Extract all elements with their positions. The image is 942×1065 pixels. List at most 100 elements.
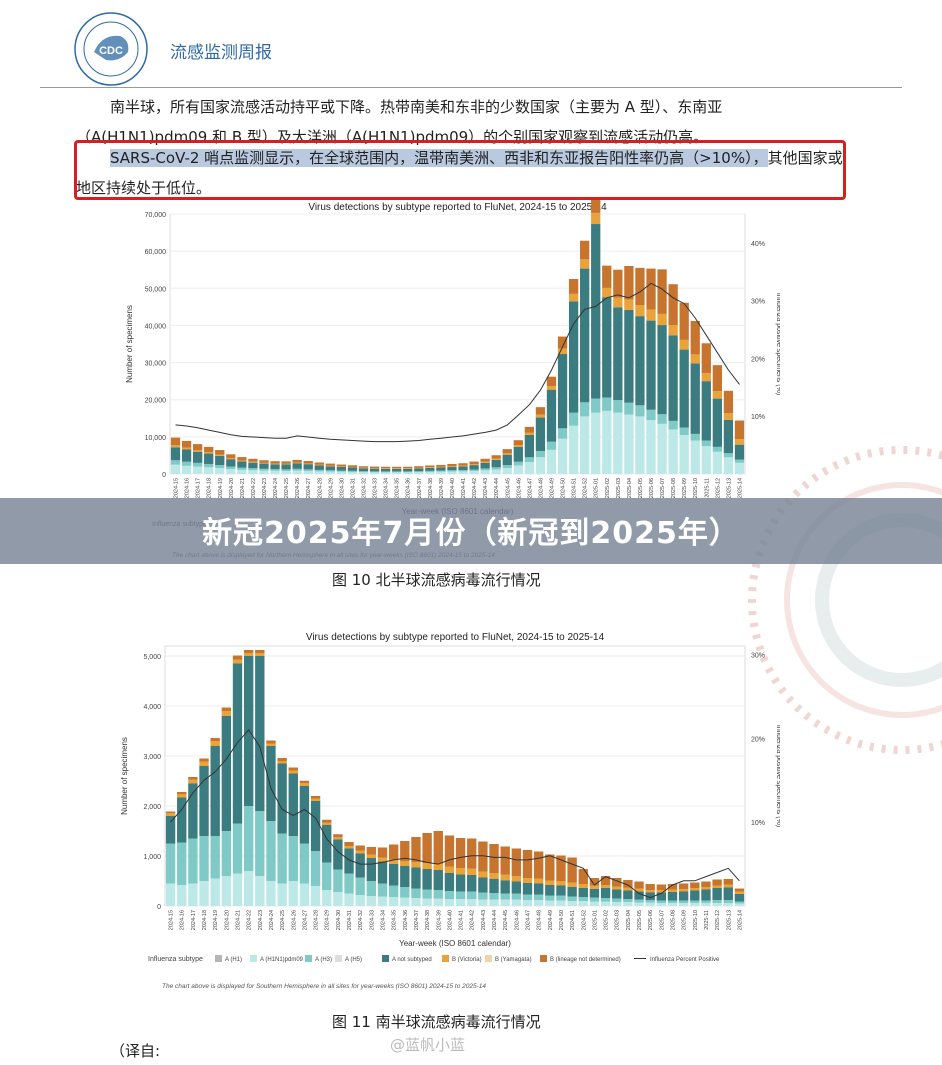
x-tick-label: 2024-52 [583, 478, 589, 498]
bar-segment [369, 468, 380, 472]
x-tick-label: 2024-36 [406, 478, 412, 498]
x-tick-label: 2024-20 [229, 478, 235, 498]
bar-segment [314, 465, 324, 470]
bar-segment [489, 893, 499, 900]
bar-segment [478, 871, 488, 878]
bar-segment [701, 440, 711, 447]
bar-segment [447, 471, 457, 474]
bar-segment [292, 463, 302, 469]
bar-segment [299, 786, 310, 844]
bar-segment [444, 899, 455, 906]
bar-segment [678, 900, 689, 903]
x-tick-label: 2024-31 [347, 910, 353, 930]
bar-segment [425, 470, 435, 472]
y2-tick-label: 20% [751, 356, 765, 363]
bar-segment [255, 650, 265, 653]
y-axis-label: Number of specimens [125, 305, 134, 383]
bar-segment [277, 883, 287, 906]
x-tick-label: 2024-39 [436, 910, 442, 930]
bar-segment [734, 459, 745, 463]
bar-segment [400, 861, 410, 866]
bar-segment [712, 900, 722, 903]
bar-segment [556, 885, 566, 896]
bar-segment [177, 794, 187, 798]
bar-segment [199, 881, 209, 906]
bar-segment [433, 863, 443, 870]
bar-segment [377, 896, 388, 906]
bar-segment [392, 468, 402, 469]
bar-segment [701, 900, 711, 903]
bar-segment [447, 466, 457, 467]
bar-segment [333, 869, 343, 892]
bar-segment [281, 471, 291, 474]
x-tick-label: 2024-19 [218, 478, 224, 498]
bar-segment [400, 887, 410, 898]
bar-segment [701, 889, 711, 901]
bar-segment [366, 858, 377, 881]
bar-segment [204, 446, 214, 453]
bar-segment [204, 463, 214, 468]
bar-segment [522, 850, 533, 878]
bar-segment [580, 240, 590, 260]
bar-segment [545, 900, 555, 906]
bar-segment [634, 881, 644, 889]
bar-segment [436, 471, 446, 474]
bar-segment [591, 212, 601, 225]
bar-segment [177, 792, 187, 794]
bar-segment [545, 880, 555, 885]
bar-segment [524, 457, 535, 463]
x-tick-label: 2024-51 [572, 478, 578, 498]
x-tick-label: 2025-03 [615, 910, 621, 930]
bar-segment [199, 761, 209, 766]
x-tick-label: 2024-29 [325, 910, 331, 930]
bar-segment [557, 336, 568, 349]
bar-segment [646, 320, 656, 410]
bar-segment [524, 426, 535, 433]
bar-segment [667, 889, 678, 892]
bar-segment [288, 881, 298, 906]
bar-segment [690, 354, 700, 364]
bar-segment [292, 470, 302, 474]
bar-segment [591, 200, 601, 213]
bar-segment [469, 464, 479, 466]
legend-swatch [442, 955, 449, 962]
bar-segment [455, 899, 466, 906]
bar-segment [723, 413, 734, 420]
bar-segment [181, 447, 192, 450]
x-tick-label: 2025-10 [693, 910, 699, 930]
bar-segment [734, 891, 745, 894]
bar-segment [667, 884, 678, 890]
bar-segment [433, 890, 443, 899]
bar-segment [602, 410, 612, 474]
bar-segment [701, 903, 711, 906]
paragraph-sars-cov-2: SARS-CoV-2 哨点监测显示，在全球范围内，温带南美洲、西非和东亚报告阳性… [76, 143, 846, 203]
bar-segment [165, 883, 176, 906]
bar-segment [668, 420, 678, 430]
legend-item: B (Victoria) [452, 957, 482, 963]
document-header: CDC 流感监测周报 [0, 0, 942, 90]
bar-segment [568, 425, 579, 474]
bar-segment [292, 462, 302, 464]
bar-segment [170, 460, 181, 465]
bar-segment [277, 763, 287, 834]
x-tick-label: 2024-16 [180, 910, 186, 930]
header-divider [40, 87, 902, 88]
x-tick-label: 2025-01 [594, 478, 600, 498]
bar-segment [522, 878, 533, 883]
bar-segment [524, 462, 535, 474]
bar-segment [310, 801, 321, 851]
bar-segment [255, 656, 265, 811]
bar-segment [723, 884, 733, 888]
bar-segment [513, 445, 523, 447]
figure-11-caption: 图 11 南半球流感病毒流行情况 [332, 1013, 541, 1031]
bar-segment [500, 846, 510, 875]
x-tick-label: 2024-32 [358, 910, 364, 930]
x-tick-label: 2025-12 [715, 910, 721, 930]
bar-segment [388, 859, 399, 864]
bar-segment [723, 453, 734, 458]
bar-segment [266, 743, 276, 746]
x-tick-label: 2024-38 [428, 478, 434, 498]
bar-segment [613, 400, 623, 413]
bar-segment [380, 466, 391, 469]
bar-segment [712, 398, 722, 447]
